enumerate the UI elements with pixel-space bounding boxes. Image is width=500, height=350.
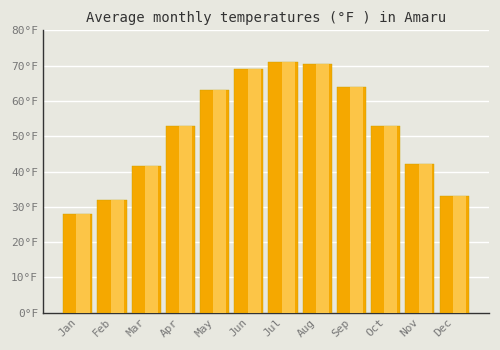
Bar	[440, 196, 468, 313]
Bar	[179, 126, 192, 313]
Bar	[166, 126, 195, 313]
Bar	[418, 164, 432, 313]
Bar	[132, 166, 160, 313]
Bar	[337, 87, 366, 313]
Bar	[350, 87, 363, 313]
Bar	[316, 64, 329, 313]
Bar	[98, 200, 126, 313]
Title: Average monthly temperatures (°F ) in Amaru: Average monthly temperatures (°F ) in Am…	[86, 11, 446, 25]
Bar	[200, 90, 229, 313]
Bar	[384, 126, 398, 313]
Bar	[145, 166, 158, 313]
Bar	[453, 196, 466, 313]
Bar	[282, 62, 295, 313]
Bar	[406, 164, 434, 313]
Bar	[76, 214, 90, 313]
Bar	[248, 69, 260, 313]
Bar	[110, 200, 124, 313]
Bar	[302, 64, 332, 313]
Bar	[63, 214, 92, 313]
Bar	[268, 62, 298, 313]
Bar	[214, 90, 226, 313]
Bar	[371, 126, 400, 313]
Bar	[234, 69, 264, 313]
